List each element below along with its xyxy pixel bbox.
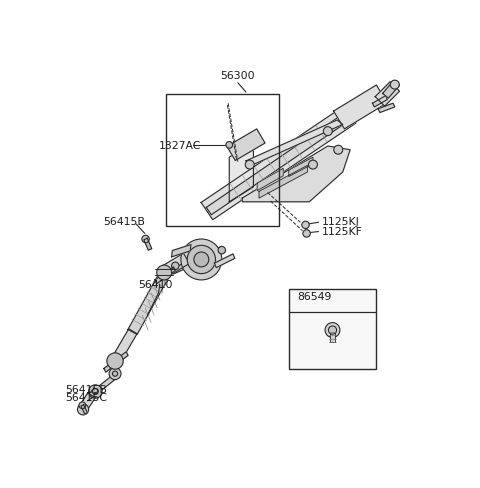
Text: 1125KJ: 1125KJ (322, 217, 360, 227)
Polygon shape (289, 157, 313, 177)
Polygon shape (163, 253, 190, 276)
Circle shape (302, 221, 309, 228)
Polygon shape (104, 352, 128, 372)
Circle shape (77, 404, 89, 415)
Circle shape (112, 371, 118, 376)
Circle shape (157, 265, 172, 280)
Polygon shape (206, 113, 349, 215)
Circle shape (194, 252, 209, 267)
Text: 56410: 56410 (138, 281, 173, 290)
Polygon shape (257, 168, 283, 191)
Circle shape (92, 388, 98, 394)
Polygon shape (383, 81, 399, 98)
Text: 56300: 56300 (220, 71, 255, 81)
Circle shape (79, 402, 85, 408)
Polygon shape (170, 246, 226, 274)
Polygon shape (144, 238, 152, 250)
Polygon shape (246, 120, 343, 165)
Polygon shape (128, 267, 172, 334)
Circle shape (334, 145, 343, 154)
Circle shape (324, 127, 332, 136)
Polygon shape (378, 103, 395, 113)
Circle shape (325, 323, 340, 338)
Polygon shape (201, 106, 356, 220)
Circle shape (172, 262, 179, 269)
Circle shape (109, 368, 121, 380)
Circle shape (328, 326, 336, 334)
Polygon shape (79, 393, 96, 412)
Bar (166, 94, 279, 226)
Circle shape (303, 230, 311, 237)
Polygon shape (229, 142, 253, 202)
Polygon shape (215, 254, 235, 267)
Polygon shape (242, 146, 350, 202)
Text: 56415B: 56415B (66, 385, 108, 395)
Polygon shape (375, 82, 399, 106)
Polygon shape (334, 85, 387, 129)
Polygon shape (259, 165, 307, 198)
Text: 86549: 86549 (298, 292, 332, 302)
Circle shape (226, 142, 233, 148)
Polygon shape (172, 244, 191, 257)
Circle shape (218, 246, 226, 254)
Polygon shape (110, 329, 137, 366)
Text: 1125KF: 1125KF (322, 226, 363, 237)
Polygon shape (81, 405, 87, 414)
Circle shape (181, 239, 222, 280)
Circle shape (187, 245, 216, 274)
Bar (330, 329, 335, 342)
Polygon shape (227, 129, 265, 161)
Polygon shape (155, 267, 175, 284)
Bar (289, 289, 376, 369)
Polygon shape (372, 96, 387, 107)
Circle shape (89, 385, 102, 398)
Circle shape (390, 80, 399, 89)
Text: 56415C: 56415C (66, 393, 108, 403)
Circle shape (142, 235, 149, 243)
Circle shape (245, 160, 254, 169)
Circle shape (107, 353, 123, 369)
Polygon shape (90, 371, 120, 398)
Text: 56415B: 56415B (103, 217, 144, 227)
Circle shape (309, 160, 317, 169)
Text: 1327AC: 1327AC (158, 141, 201, 151)
